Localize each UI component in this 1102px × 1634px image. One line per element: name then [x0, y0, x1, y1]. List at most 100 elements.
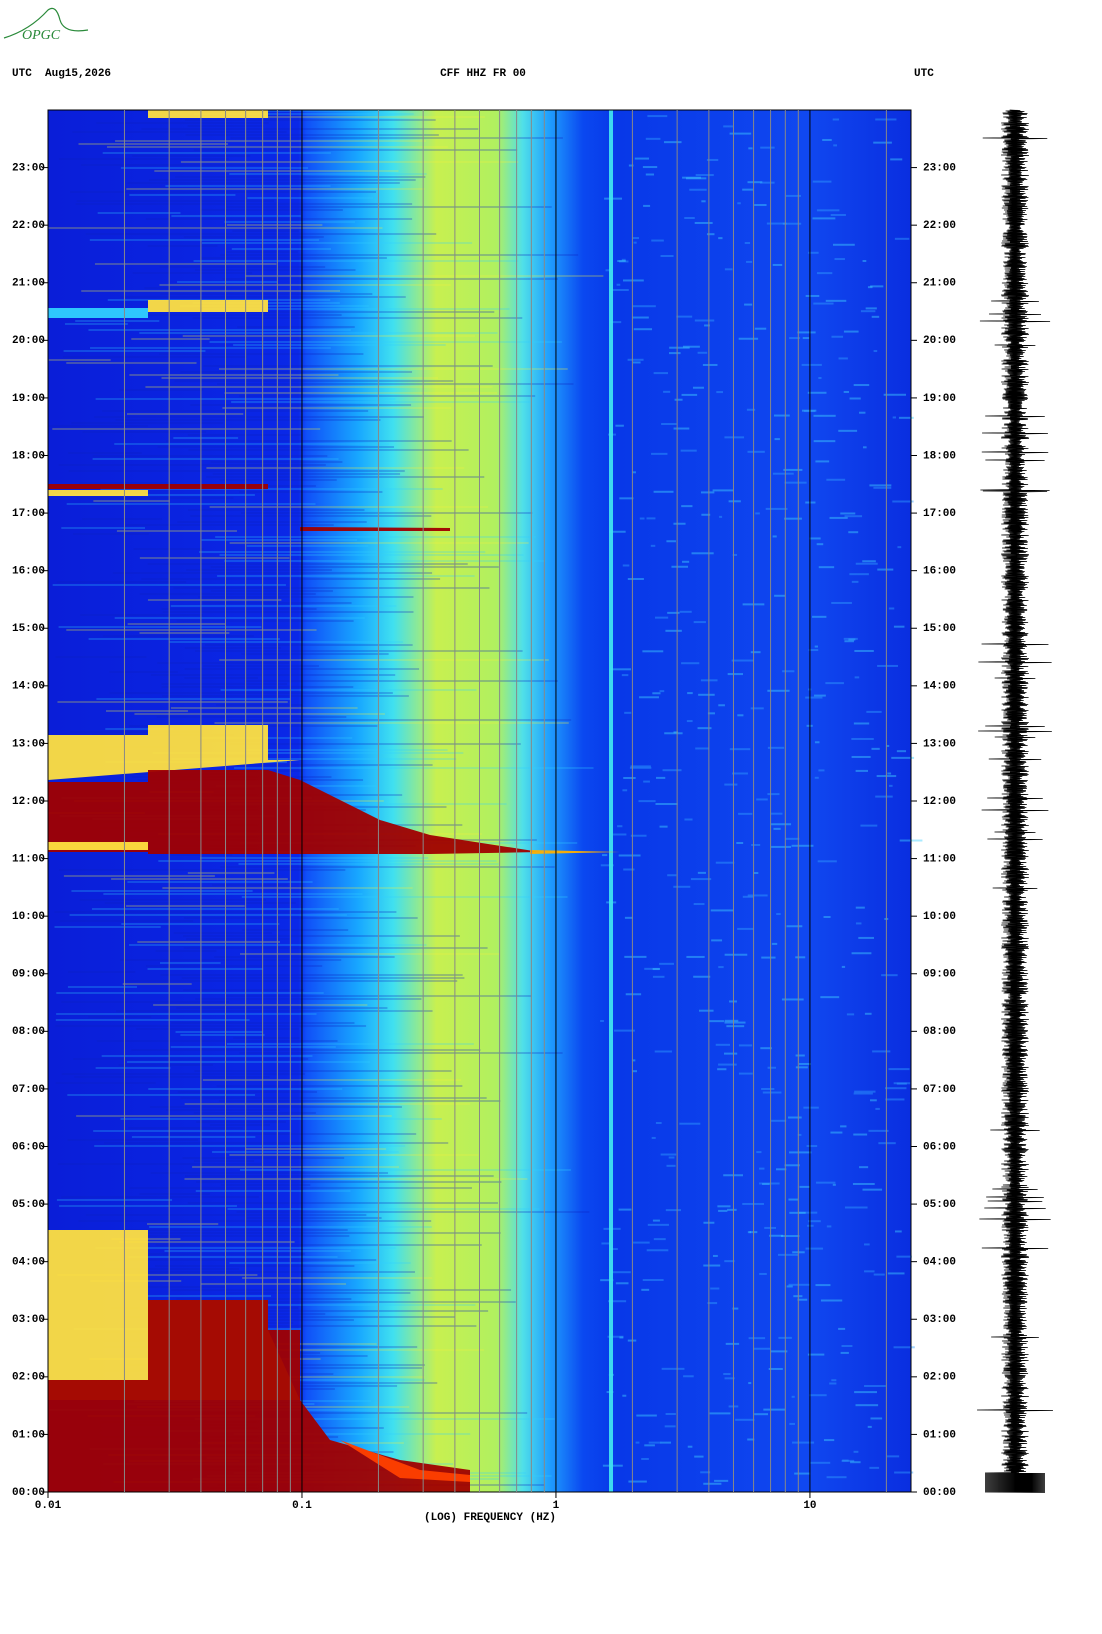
- texture-speck: [808, 1220, 821, 1223]
- texture-stripe: [171, 215, 301, 217]
- texture-speck: [697, 351, 708, 354]
- texture-stripe: [216, 1304, 476, 1306]
- y-tick-label: 04:00: [12, 1257, 45, 1269]
- texture-stripe: [129, 194, 236, 196]
- y-tick-label: 08:00: [923, 1026, 956, 1038]
- texture-stripe: [92, 458, 339, 460]
- texture-speck: [718, 704, 725, 707]
- texture-stripe: [148, 179, 416, 181]
- texture-speck: [632, 361, 641, 364]
- texture-stripe: [141, 128, 479, 130]
- texture-stripe: [114, 443, 389, 445]
- y-tick-label: 20:00: [12, 335, 45, 347]
- texture-speck: [700, 491, 715, 494]
- texture-stripe: [182, 1157, 345, 1159]
- texture-stripe: [226, 224, 323, 226]
- texture-speck: [664, 1425, 676, 1428]
- energy-region: [48, 842, 148, 850]
- texture-speck: [769, 1234, 784, 1237]
- texture-speck: [802, 337, 810, 340]
- texture-speck: [774, 438, 780, 441]
- texture-stripe: [166, 440, 452, 442]
- texture-stripe: [58, 158, 229, 160]
- texture-speck: [864, 1385, 886, 1388]
- texture-speck: [753, 1347, 771, 1350]
- texture-speck: [600, 1279, 614, 1282]
- y-tick-label: 12:00: [12, 796, 45, 808]
- texture-stripe: [125, 524, 334, 526]
- texture-speck: [673, 731, 678, 734]
- texture-stripe: [245, 1148, 387, 1150]
- texture-stripe: [186, 569, 332, 571]
- y-tick-label: 10:00: [923, 911, 956, 923]
- texture-speck: [816, 209, 840, 212]
- texture-speck: [711, 939, 723, 942]
- texture-stripe: [139, 593, 316, 595]
- texture-stripe: [72, 131, 287, 133]
- texture-stripe: [171, 758, 457, 760]
- texture-stripe: [246, 545, 369, 547]
- texture-speck: [822, 138, 832, 141]
- texture-speck: [849, 573, 869, 576]
- texture-speck: [719, 515, 723, 518]
- x-tick-label: 0.1: [292, 1500, 312, 1512]
- texture-speck: [746, 408, 756, 411]
- texture-speck: [868, 1129, 889, 1132]
- texture-speck: [773, 827, 781, 830]
- texture-speck: [622, 1394, 627, 1397]
- texture-speck: [737, 714, 744, 717]
- texture-stripe: [105, 728, 174, 730]
- texture-stripe: [159, 266, 326, 268]
- texture-speck: [756, 798, 768, 801]
- texture-speck: [679, 610, 692, 613]
- texture-stripe: [127, 881, 313, 883]
- texture-stripe: [212, 1151, 399, 1153]
- texture-stripe: [241, 512, 533, 514]
- texture-speck: [894, 1471, 914, 1474]
- y-tick-label: 11:00: [923, 853, 956, 865]
- texture-speck: [813, 440, 836, 443]
- texture-speck: [704, 324, 710, 327]
- texture-speck: [784, 1164, 800, 1167]
- texture-speck: [624, 955, 647, 958]
- texture-speck: [666, 1164, 676, 1167]
- texture-stripe: [229, 173, 427, 175]
- texture-speck: [656, 776, 666, 779]
- texture-stripe: [246, 1217, 382, 1219]
- texture-stripe: [79, 899, 266, 901]
- texture-speck: [813, 302, 834, 305]
- texture-stripe: [227, 719, 572, 721]
- texture-stripe: [91, 908, 339, 910]
- texture-stripe: [157, 446, 395, 448]
- texture-speck: [642, 1279, 664, 1282]
- texture-stripe: [200, 1283, 347, 1285]
- texture-stripe: [220, 254, 579, 256]
- texture-speck: [791, 1395, 795, 1398]
- texture-speck: [834, 258, 845, 261]
- texture-speck: [750, 707, 764, 710]
- texture-stripe: [216, 1325, 477, 1327]
- y-tick-label: 11:00: [12, 853, 45, 865]
- texture-stripe: [150, 1172, 388, 1174]
- texture-speck: [665, 629, 682, 632]
- texture-stripe: [75, 203, 413, 205]
- texture-speck: [664, 732, 683, 735]
- y-tick-label: 08:00: [12, 1026, 45, 1038]
- texture-speck: [886, 744, 890, 747]
- texture-speck: [694, 319, 715, 322]
- texture-stripe: [138, 1271, 415, 1273]
- texture-speck: [794, 1472, 811, 1475]
- texture-speck: [858, 936, 875, 939]
- texture-speck: [792, 1441, 815, 1444]
- texture-stripe: [94, 1145, 406, 1147]
- texture-speck: [665, 1209, 682, 1212]
- texture-stripe: [131, 1136, 256, 1138]
- texture-speck: [680, 449, 697, 452]
- texture-speck: [655, 803, 678, 806]
- texture-stripe: [147, 599, 282, 601]
- texture-stripe: [88, 1286, 227, 1288]
- texture-speck: [732, 1307, 739, 1310]
- texture-stripe: [224, 392, 498, 394]
- texture-speck: [619, 260, 629, 263]
- texture-speck: [681, 393, 698, 396]
